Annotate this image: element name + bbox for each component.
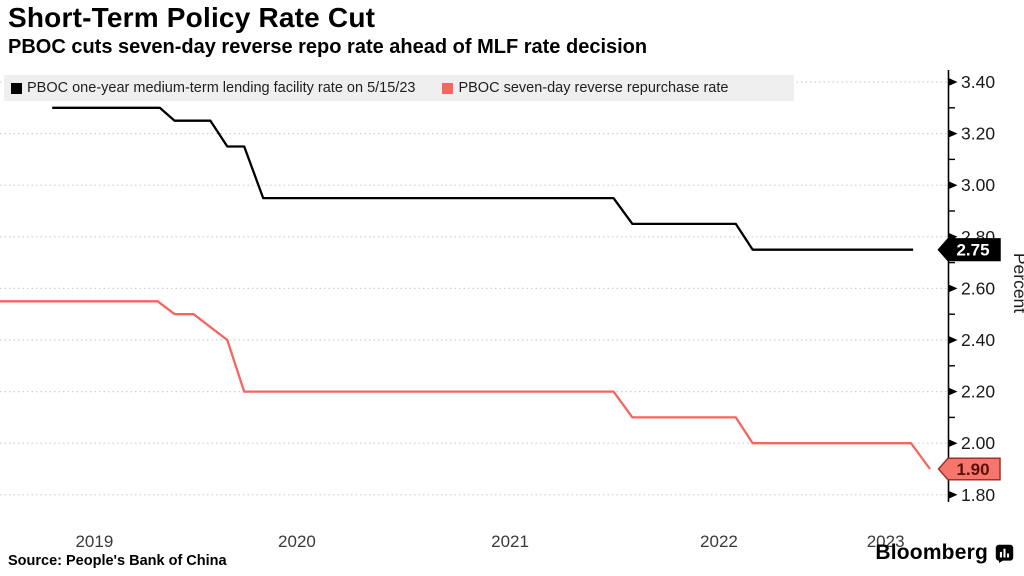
y-major-tick-icon	[948, 284, 958, 293]
chart-legend: PBOC one-year medium-term lending facili…	[4, 75, 794, 101]
x-tick-label: 2021	[491, 532, 529, 551]
legend-label-mlf: PBOC one-year medium-term lending facili…	[27, 80, 416, 96]
y-tick-label: 1.80	[961, 485, 995, 505]
legend-item-mlf-rate: PBOC one-year medium-term lending facili…	[11, 80, 415, 96]
y-axis-title: Percent	[1010, 253, 1024, 313]
chart-subtitle: PBOC cuts seven-day reverse repo rate ah…	[8, 36, 648, 58]
repo-last-value-tag	[937, 457, 1001, 481]
y-major-tick-icon	[948, 490, 958, 499]
mlf-rate-line	[52, 106, 914, 251]
y-major-tick-icon	[948, 439, 958, 448]
y-major-tick-icon	[948, 181, 958, 190]
source-note: Source: People's Bank of China	[8, 553, 227, 569]
last-value-tag-label: 2.75	[956, 241, 989, 260]
y-major-tick-icon	[948, 335, 958, 345]
reverse-repo-rate-line	[0, 300, 931, 470]
y-major-tick-icon	[948, 387, 958, 396]
y-tick-label: 2.60	[961, 278, 995, 298]
y-tick-label: 2.40	[961, 330, 995, 350]
legend-item-repo-rate: PBOC seven-day reverse repurchase rate	[442, 80, 728, 96]
y-major-tick-icon	[948, 129, 958, 138]
x-tick-label: 2022	[700, 532, 738, 551]
bloomberg-wordmark: Bloomberg	[875, 541, 988, 564]
x-tick-label: 2023	[867, 532, 905, 551]
bloomberg-chart-bubble-icon	[995, 544, 1014, 563]
last-value-tag-label: 1.90	[956, 460, 989, 479]
legend-swatch-repo-icon	[442, 82, 454, 94]
x-tick-label: 2019	[75, 532, 113, 551]
y-tick-label: 3.00	[961, 175, 995, 195]
legend-label-repo: PBOC seven-day reverse repurchase rate	[458, 80, 729, 96]
y-major-tick-icon	[948, 77, 958, 87]
bloomberg-logo: Bloomberg	[875, 541, 1014, 565]
page-title: Short-Term Policy Rate Cut	[8, 2, 376, 33]
y-tick-label: 3.40	[961, 72, 995, 92]
legend-swatch-mlf-icon	[11, 82, 22, 94]
mlf-last-value-tag	[937, 238, 1001, 262]
y-tick-label: 2.00	[961, 433, 995, 453]
y-tick-label: 3.20	[961, 124, 995, 144]
x-tick-label: 2020	[278, 532, 316, 551]
y-tick-label: 2.20	[961, 382, 995, 402]
